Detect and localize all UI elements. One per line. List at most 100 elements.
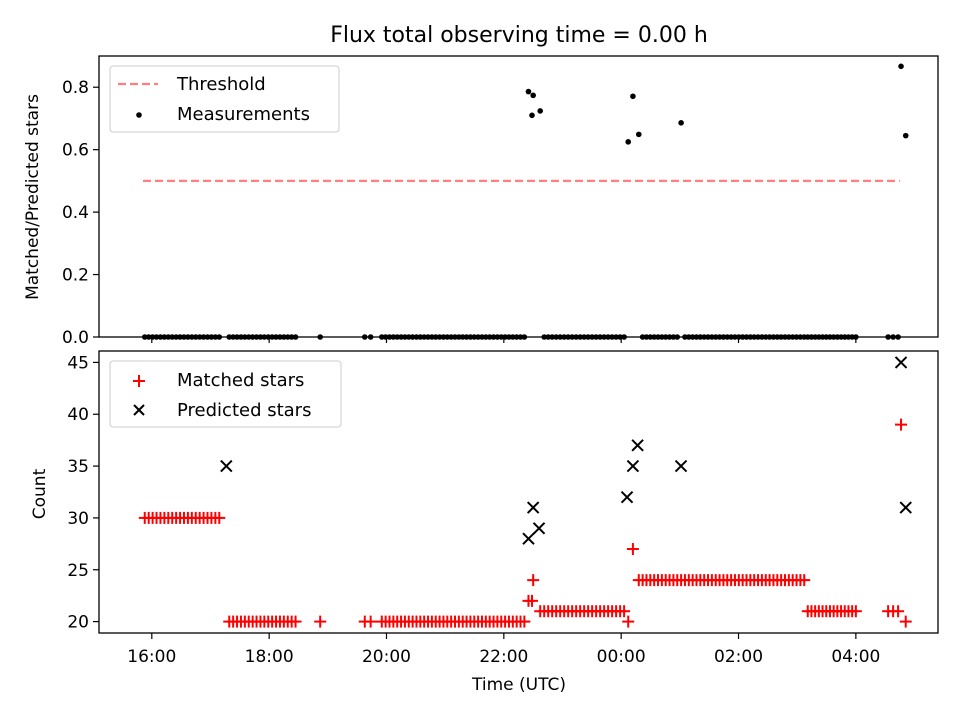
measurement-point xyxy=(728,334,734,340)
top-y-tick-label: 0.2 xyxy=(62,266,89,286)
measurement-point xyxy=(234,334,240,340)
predicted-star-point xyxy=(620,490,634,504)
measurements-legend-swatch xyxy=(136,112,142,118)
measurement-point xyxy=(273,334,279,340)
measurement-point xyxy=(440,334,447,340)
measurement-point xyxy=(786,334,792,340)
top-y-tick-label: 0.6 xyxy=(62,141,89,161)
measurement-point xyxy=(601,334,607,340)
measurement-point xyxy=(759,334,765,340)
measurement-point xyxy=(797,334,804,340)
x-axis-label: Time (UTC) xyxy=(471,675,566,695)
measurement-point xyxy=(743,334,750,340)
measurement-point xyxy=(720,334,727,340)
measurement-point xyxy=(157,334,164,340)
matched-star-point xyxy=(622,615,635,628)
measurement-point xyxy=(647,334,654,340)
measurement-point xyxy=(317,334,323,340)
top-y-ticks: 0.0 0.2 0.4 0.6 0.8 xyxy=(62,78,99,348)
measurement-point xyxy=(621,334,627,340)
measurement-point xyxy=(670,334,677,340)
matched-star-point xyxy=(626,543,639,556)
measurement-point xyxy=(685,334,692,340)
measurement-point xyxy=(212,334,219,340)
measurement-point xyxy=(444,334,451,340)
measurement-point xyxy=(517,334,524,340)
predicted-legend-label: Predicted stars xyxy=(177,400,311,421)
measurement-point xyxy=(196,334,203,340)
matched-star-point xyxy=(289,615,302,628)
measurement-point xyxy=(452,334,458,340)
measurement-point xyxy=(425,334,431,340)
bottom-y-tick-label: 35 xyxy=(67,457,89,477)
measurement-point xyxy=(242,334,248,340)
measurement-point xyxy=(885,334,891,340)
measurement-point xyxy=(216,334,223,340)
measurement-point xyxy=(506,334,512,340)
measurement-point xyxy=(398,334,404,340)
measurement-point xyxy=(724,334,731,340)
measurement-point xyxy=(226,334,233,340)
measurement-point xyxy=(204,334,211,340)
predicted-legend-swatch xyxy=(133,404,145,416)
measurement-point xyxy=(739,334,746,340)
measurement-point xyxy=(659,334,665,340)
bottom-panel: 20 25 30 35 40 45 16:00 18:00 20:00 22:00 00:00 02… xyxy=(30,350,939,695)
measurement-point xyxy=(494,334,501,340)
measurement-point xyxy=(394,334,401,340)
chart-title: Flux total observing time = 0.00 h xyxy=(330,23,708,48)
measurement-point xyxy=(541,334,548,340)
measurement-point xyxy=(774,334,781,340)
measurement-point xyxy=(581,334,587,340)
measurement-point xyxy=(613,334,619,340)
top-y-tick-label: 0.0 xyxy=(62,328,89,348)
x-tick-label: 02:00 xyxy=(714,647,763,667)
top-marks xyxy=(141,63,909,340)
measurement-point xyxy=(895,334,901,340)
measurement-point xyxy=(898,63,904,70)
matched-star-point xyxy=(213,511,226,524)
measurement-point xyxy=(483,334,489,340)
measurement-point xyxy=(705,334,711,340)
measurement-point xyxy=(617,334,623,340)
matched-star-point xyxy=(798,574,811,587)
measurement-point xyxy=(417,334,424,340)
measurement-point xyxy=(593,334,599,340)
bottom-y-ticks: 20 25 30 35 40 45 xyxy=(67,353,99,633)
matched-star-point xyxy=(527,574,540,587)
top-y-axis-label: Matched/Predicted stars xyxy=(23,94,43,300)
measurement-point xyxy=(605,334,611,340)
predicted-star-point xyxy=(220,459,233,473)
measurement-point xyxy=(165,334,172,340)
measurement-point xyxy=(257,334,264,340)
measurement-point xyxy=(467,334,474,340)
measurement-point xyxy=(525,88,532,95)
measurement-point xyxy=(161,334,168,340)
measurement-point xyxy=(413,334,420,340)
measurement-point xyxy=(200,334,207,340)
measurement-point xyxy=(789,334,796,340)
measurement-point xyxy=(265,334,272,340)
measurement-point xyxy=(386,334,393,340)
measurement-point xyxy=(782,334,788,340)
bottom-y-tick-label: 20 xyxy=(67,613,89,633)
measurement-point xyxy=(630,93,636,100)
measurement-point xyxy=(479,334,485,340)
measurement-point xyxy=(674,334,681,340)
measurement-point xyxy=(471,334,478,340)
measurement-point xyxy=(689,334,696,340)
matched-star-point xyxy=(525,594,538,607)
measurement-point xyxy=(421,334,427,340)
measurement-point xyxy=(529,112,535,119)
measurement-point xyxy=(367,334,374,340)
measurement-point xyxy=(459,334,466,340)
matched-legend-label: Matched stars xyxy=(177,370,304,391)
measurement-point xyxy=(149,334,156,340)
x-tick-label: 00:00 xyxy=(597,647,646,667)
measurement-point xyxy=(153,334,160,340)
measurement-point xyxy=(189,334,195,340)
top-y-tick-label: 0.8 xyxy=(62,78,89,98)
x-tick-label: 20:00 xyxy=(362,647,411,667)
matched-star-point xyxy=(892,605,905,618)
